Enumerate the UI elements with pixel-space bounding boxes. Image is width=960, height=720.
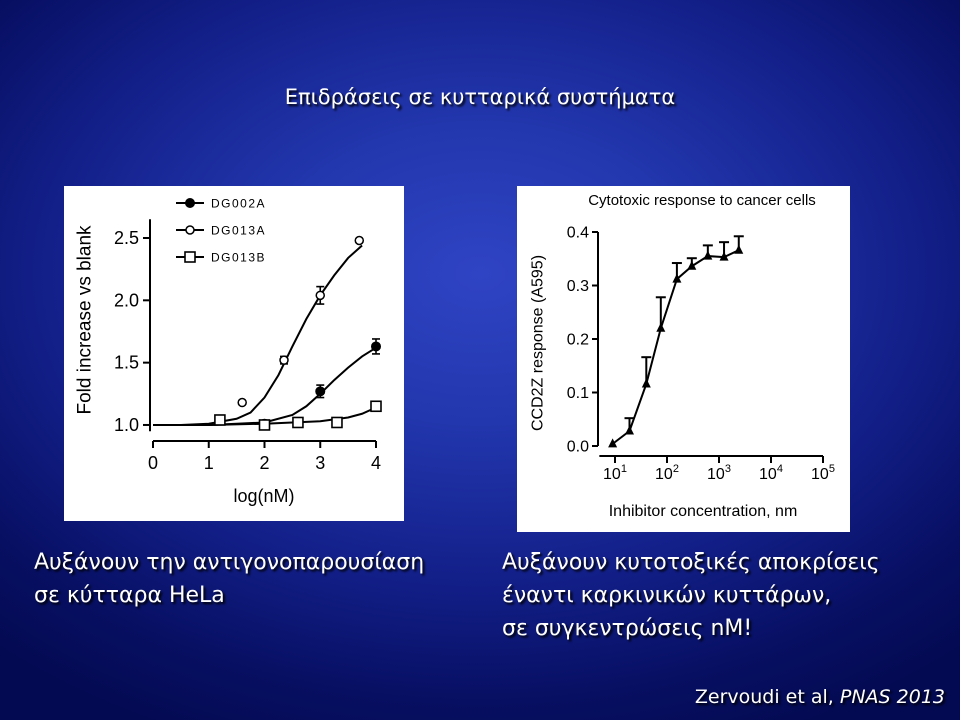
x-tick-label: 1 <box>204 453 214 473</box>
right-caption-line-2: έναντι καρκινικών κυττάρων, <box>502 583 832 608</box>
data-point <box>687 260 697 270</box>
x-tick-label: 101 <box>603 463 627 483</box>
legend-marker-dg002a <box>185 198 195 208</box>
citation-authors: Zervoudi et al, <box>694 686 834 708</box>
data-point-dg013b <box>292 416 304 429</box>
data-point-dg013a <box>279 355 289 365</box>
x-tick-label: 102 <box>655 463 679 483</box>
x-tick-label-base: 10 <box>759 466 777 483</box>
x-tick-label: 105 <box>811 463 835 483</box>
y-tick-label: 1.5 <box>114 353 139 373</box>
fit-curve-dg013a <box>153 244 363 426</box>
y-tick-label: 0.0 <box>567 439 589 456</box>
legend-label-dg013a: DG013A <box>211 224 266 238</box>
data-point <box>719 251 729 261</box>
left-caption: Αυξάνουν την αντιγονοπαρουσίαση σε κύττα… <box>34 546 424 612</box>
legend-label-dg002a: DG002A <box>211 197 266 211</box>
slide-title: Επιδράσεις σε κυτταρικά συστήματα <box>284 85 676 109</box>
citation: Zervoudi et al, PNAS 2013 <box>695 683 945 711</box>
y-axis-label: CCD2Z response (A595) <box>530 255 547 431</box>
left-chart: 1.0 1.5 2.0 2.5 0 1 2 3 4 log(nM) Fold increase vs… <box>75 197 382 506</box>
y-axis-label: Fold increase vs blank <box>75 225 96 415</box>
y-tick-label: 2.0 <box>114 290 139 310</box>
data-point-dg002a <box>315 386 326 397</box>
chart-title: Cytotoxic response to cancer cells <box>588 192 816 209</box>
y-tick-label: 1.0 <box>114 415 139 435</box>
data-point-dg013b <box>370 400 382 413</box>
y-tick-label: 0.2 <box>567 332 589 349</box>
right-chart-panel: Cytotoxic response to cancer cells 0.0 0.1… <box>517 186 850 532</box>
data-point <box>608 438 618 448</box>
legend-marker-dg013a <box>185 225 195 235</box>
data-point-dg013a <box>354 235 365 246</box>
x-tick-label: 103 <box>707 463 731 483</box>
x-tick-label: 3 <box>315 453 325 473</box>
right-chart: Cytotoxic response to cancer cells 0.0 0.1… <box>530 192 835 520</box>
right-chart-series <box>608 235 744 448</box>
left-chart-series <box>153 235 382 431</box>
right-caption-line-3: σε συγκεντρώσεις nM! <box>502 616 753 641</box>
data-point-dg013b <box>258 419 271 431</box>
legend-marker-dg013b <box>184 251 196 263</box>
x-axis-label: Inhibitor concentration, nm <box>609 503 798 520</box>
data-point <box>703 250 713 260</box>
x-tick-label-base: 10 <box>707 466 725 483</box>
x-tick-label-exponent: 3 <box>725 463 731 475</box>
x-tick-label: 0 <box>148 453 158 473</box>
fit-curve-dg002a <box>153 346 377 426</box>
citation-journal: PNAS 2013 <box>839 686 945 708</box>
x-tick-label: 2 <box>259 453 269 473</box>
data-point-dg013b <box>331 416 343 429</box>
data-point <box>734 244 744 254</box>
data-point-dg013a <box>237 397 247 408</box>
x-tick-label-exponent: 4 <box>777 463 783 475</box>
right-caption-line-1: Αυξάνουν κυτοτοξικές αποκρίσεις <box>502 550 880 575</box>
data-point-dg013b <box>214 414 226 426</box>
x-tick-label-exponent: 5 <box>829 463 835 475</box>
left-caption-line-2: σε κύτταρα HeLa <box>34 583 225 608</box>
y-tick-label: 0.1 <box>567 385 589 402</box>
x-axis-label: log(nM) <box>233 486 294 506</box>
legend-label-dg013b: DG013B <box>211 251 266 265</box>
y-tick-label: 0.3 <box>567 278 589 295</box>
x-tick-label-base: 10 <box>811 466 829 483</box>
y-tick-label: 0.4 <box>567 225 589 242</box>
data-point <box>641 378 651 388</box>
data-point-dg002a <box>371 341 381 352</box>
x-tick-label-exponent: 1 <box>621 463 627 475</box>
data-point <box>672 273 682 283</box>
left-chart-panel: 1.0 1.5 2.0 2.5 0 1 2 3 4 log(nM) Fold increase vs… <box>64 186 404 521</box>
data-point-dg013a <box>315 290 325 301</box>
right-caption: Αυξάνουν κυτοτοξικές αποκρίσεις έναντι κ… <box>502 546 880 645</box>
data-point <box>624 425 634 435</box>
x-tick-label: 4 <box>371 453 381 473</box>
left-chart-axes: 1.0 1.5 2.0 2.5 0 1 2 3 4 log(nM) Fold increase vs… <box>75 219 381 506</box>
y-tick-label: 2.5 <box>114 228 139 248</box>
x-tick-label: 104 <box>759 463 783 483</box>
x-tick-label-exponent: 2 <box>673 463 679 475</box>
x-tick-label-base: 10 <box>603 466 621 483</box>
right-chart-axes: Cytotoxic response to cancer cells 0.0 0.1… <box>530 192 835 520</box>
x-tick-label-base: 10 <box>655 466 673 483</box>
data-point <box>656 322 666 332</box>
left-chart-legend: DG002A DG013A DG013B <box>176 197 266 265</box>
left-caption-line-1: Αυξάνουν την αντιγονοπαρουσίαση <box>34 550 425 575</box>
